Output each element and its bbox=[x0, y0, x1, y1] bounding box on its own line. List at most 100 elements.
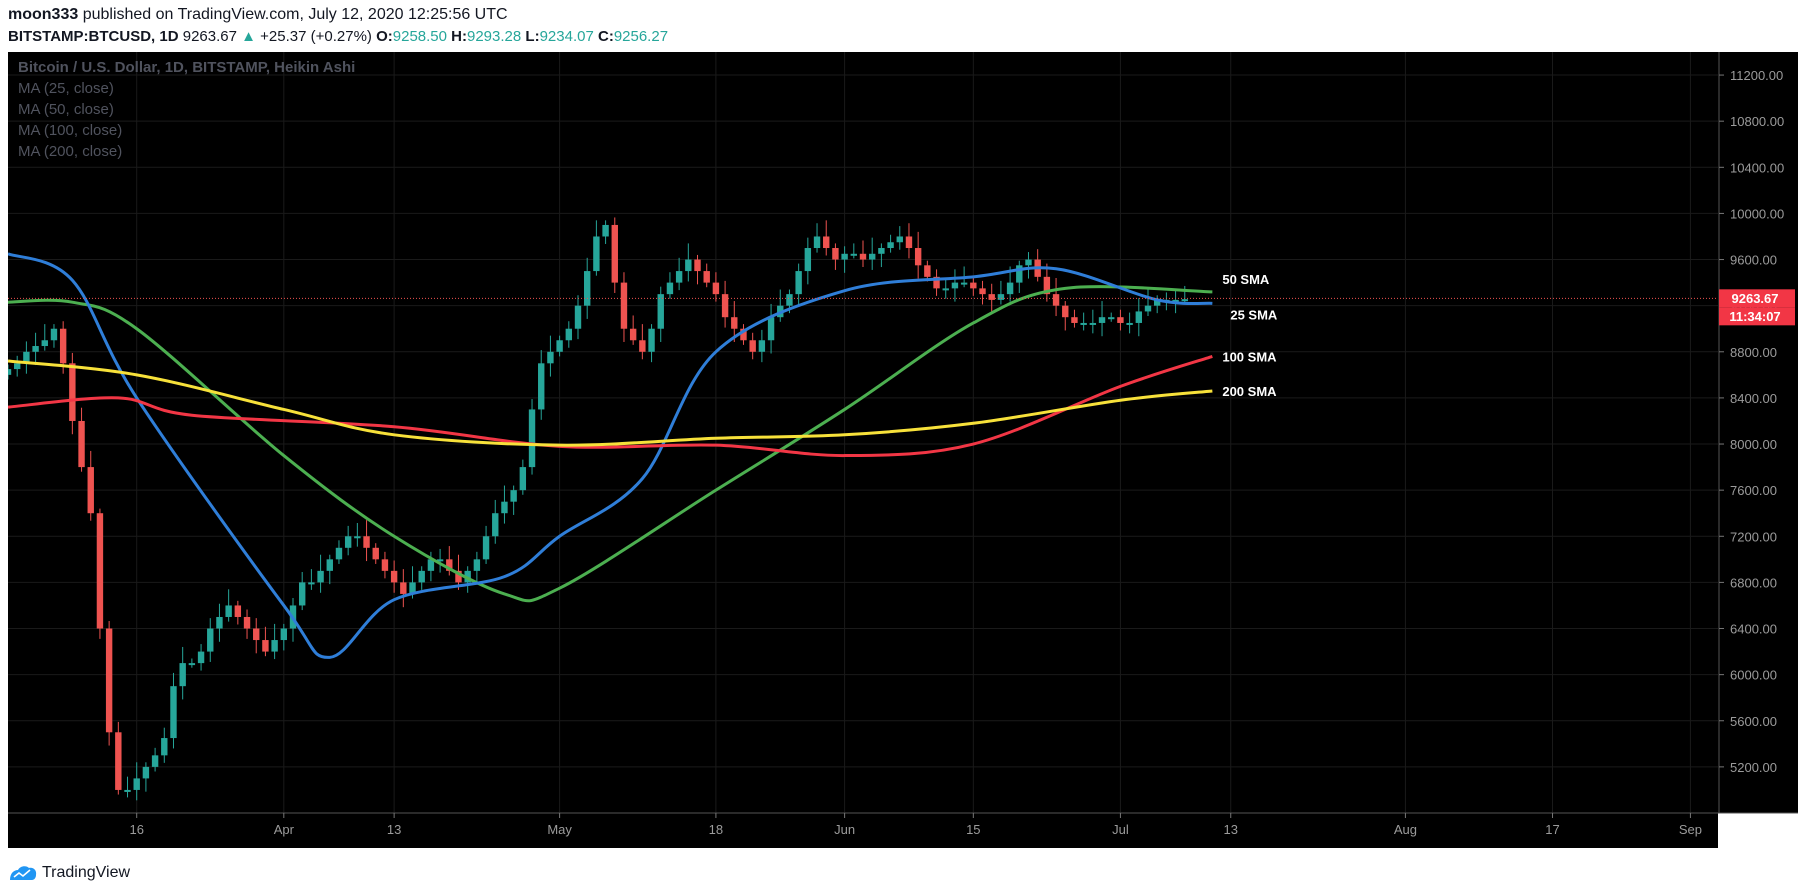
candle-body bbox=[179, 663, 186, 687]
candle-body bbox=[1043, 276, 1051, 295]
low-value: 9234.07 bbox=[539, 28, 594, 45]
price-chart[interactable]: 50 SMA 25 SMA 100 SMA 200 SMA Bitcoin / U.S… bbox=[8, 52, 1798, 848]
candle-body bbox=[620, 282, 628, 329]
candle-body bbox=[675, 271, 683, 283]
candle-body bbox=[519, 467, 527, 491]
candle-body bbox=[1172, 299, 1179, 302]
candle-body bbox=[767, 317, 775, 341]
x-tick-label: 15 bbox=[966, 822, 980, 837]
candle-body bbox=[565, 328, 573, 341]
candle-body bbox=[418, 570, 425, 583]
candle-body bbox=[8, 369, 12, 375]
x-tick-label: Sep bbox=[1679, 822, 1702, 837]
candle-body bbox=[243, 616, 251, 629]
chart-legend: Bitcoin / U.S. Dollar, 1D, BITSTAMP, Hei… bbox=[18, 59, 355, 160]
author-name[interactable]: moon333 bbox=[8, 6, 79, 23]
x-tick-label: Jul bbox=[1112, 822, 1129, 837]
candle-body bbox=[344, 536, 352, 548]
candle-body bbox=[197, 651, 205, 664]
candle-body bbox=[225, 605, 232, 617]
candle-body bbox=[105, 628, 113, 733]
candle-body bbox=[694, 259, 701, 272]
candle-body bbox=[1080, 322, 1087, 325]
legend-ma25: MA (25, close) bbox=[18, 80, 114, 97]
candle-body bbox=[979, 288, 986, 295]
candle-body bbox=[482, 536, 490, 560]
last-price: 9263.67 bbox=[182, 28, 237, 45]
candle-body bbox=[1025, 259, 1032, 266]
candle-body bbox=[335, 547, 343, 560]
candle-body bbox=[13, 363, 21, 370]
x-tick-label: Jun bbox=[834, 822, 855, 837]
ma-line-100-sma bbox=[8, 354, 1213, 458]
candle-body bbox=[685, 259, 692, 272]
open-value: 9258.50 bbox=[392, 28, 447, 45]
x-tick-label: 13 bbox=[1224, 822, 1238, 837]
candle-body bbox=[317, 570, 324, 583]
candle-body bbox=[492, 513, 499, 537]
candle-body bbox=[234, 605, 242, 617]
candle-body bbox=[501, 501, 508, 514]
series-label-50-sma: 50 SMA bbox=[1222, 272, 1270, 287]
candle-body bbox=[78, 420, 85, 468]
y-tick-label: 5600.00 bbox=[1730, 714, 1777, 729]
candle-body bbox=[1016, 265, 1023, 283]
candle-body bbox=[436, 559, 444, 562]
candle-body bbox=[712, 282, 720, 295]
candle-body bbox=[381, 559, 389, 571]
series-label-25-sma: 25 SMA bbox=[1230, 307, 1278, 322]
candle-body bbox=[1089, 322, 1097, 325]
candle-body bbox=[703, 271, 710, 283]
candle-body bbox=[23, 351, 30, 364]
candle-body bbox=[528, 409, 536, 468]
candle-body bbox=[216, 616, 223, 629]
legend-ma200: MA (200, close) bbox=[18, 143, 122, 160]
candle-body bbox=[510, 490, 517, 502]
candle-body bbox=[832, 248, 839, 260]
tradingview-logo-icon bbox=[10, 866, 37, 880]
y-axis: 5200.00 5600.00 6000.00 6400.00 6800.00 7200.… bbox=[1719, 68, 1784, 775]
candle-body bbox=[970, 282, 977, 289]
candle-body bbox=[262, 640, 269, 652]
candle-body bbox=[188, 663, 196, 666]
candle-body bbox=[464, 570, 471, 583]
candle-body bbox=[41, 340, 48, 347]
open-label: O: bbox=[376, 28, 393, 45]
series-labels: 50 SMA 25 SMA 100 SMA 200 SMA bbox=[1222, 272, 1278, 399]
candle-body bbox=[813, 236, 821, 249]
candle-body bbox=[914, 248, 922, 266]
x-tick-label: Apr bbox=[274, 822, 295, 837]
x-tick-label: Aug bbox=[1394, 822, 1417, 837]
candle-body bbox=[1108, 317, 1115, 320]
ma-line-200-sma bbox=[8, 359, 1213, 447]
countdown-badge-value: 11:34:07 bbox=[1729, 309, 1780, 324]
candle-body bbox=[1052, 294, 1060, 306]
candle-body bbox=[1006, 282, 1014, 295]
candle-body bbox=[804, 248, 812, 272]
candle-body bbox=[271, 640, 278, 652]
x-axis: 16 Apr 13 May 18 Jun 15 Jul 13 Aug 17 Sep bbox=[129, 813, 1702, 837]
y-tick-label: 8800.00 bbox=[1730, 345, 1777, 360]
price-badge: 9263.67 11:34:07 bbox=[1719, 289, 1795, 326]
price-scale[interactable] bbox=[1718, 52, 1798, 813]
series-label-200-sma: 200 SMA bbox=[1222, 384, 1277, 399]
time-scale[interactable] bbox=[8, 813, 1718, 848]
legend-ma100: MA (100, close) bbox=[18, 122, 122, 139]
candle-body bbox=[611, 224, 618, 283]
y-tick-label: 6800.00 bbox=[1730, 575, 1777, 590]
candle-body bbox=[960, 282, 968, 285]
footer-brand: TradingView bbox=[42, 864, 131, 881]
candle-body bbox=[133, 778, 140, 790]
candle-body bbox=[666, 282, 674, 295]
candle-body bbox=[988, 294, 995, 300]
candle-body bbox=[1117, 317, 1124, 323]
candle-body bbox=[446, 559, 453, 571]
candle-body bbox=[657, 294, 664, 329]
candle-body bbox=[905, 236, 913, 249]
candle-body bbox=[721, 294, 729, 318]
candle-body bbox=[850, 253, 858, 256]
legend-ma50: MA (50, close) bbox=[18, 101, 114, 118]
candle-body bbox=[280, 628, 288, 641]
tradingview-footer[interactable]: TradingView bbox=[8, 862, 130, 884]
candle-body bbox=[170, 686, 177, 739]
